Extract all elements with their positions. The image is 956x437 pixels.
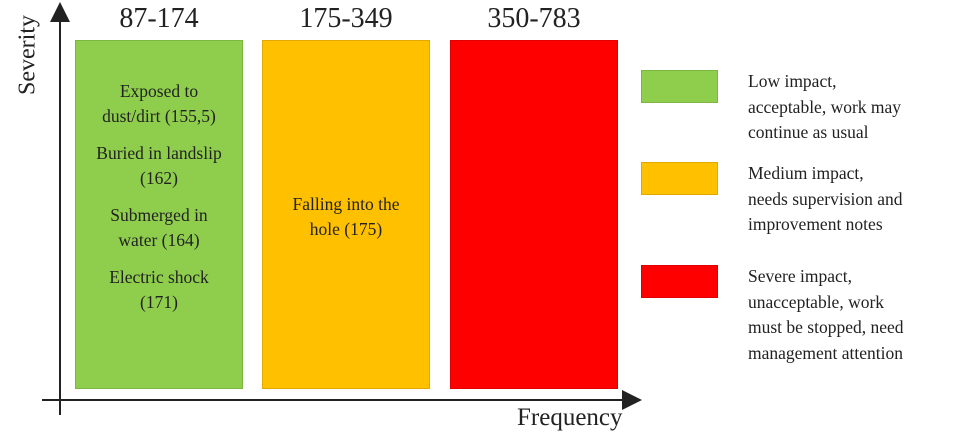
range-label-severe: 350-783 [487, 3, 581, 34]
zone-low-items: Exposed to dust/dirt (155,5) Buried in l… [76, 79, 242, 327]
zone-medium: Falling into the hole (175) [262, 40, 430, 389]
x-axis-label: Frequency [517, 404, 623, 431]
legend-swatch-medium [641, 162, 718, 195]
zone-item: Electric shock (171) [109, 267, 209, 312]
legend-text-severe: Severe impact, unacceptable, work must b… [748, 266, 904, 363]
legend-text-low: Low impact, acceptable, work may continu… [748, 71, 902, 142]
zone-item: Exposed to dust/dirt (155,5) [102, 81, 216, 126]
zone-severe [450, 40, 618, 389]
zone-medium-items: Falling into the hole (175) [263, 192, 429, 242]
legend-swatch-low [641, 70, 718, 103]
legend-swatch-severe [641, 265, 718, 298]
zone-item: Submerged in water (164) [110, 205, 208, 250]
zone-low: Exposed to dust/dirt (155,5) Buried in l… [75, 40, 243, 389]
range-label-medium: 175-349 [299, 3, 393, 34]
y-axis-label: Severity [14, 15, 41, 95]
range-label-low: 87-174 [119, 3, 199, 34]
zone-item: Falling into the hole (175) [292, 194, 400, 239]
legend-text-medium: Medium impact, needs supervision and imp… [748, 163, 903, 234]
zone-item: Buried in landslip (162) [96, 143, 222, 188]
